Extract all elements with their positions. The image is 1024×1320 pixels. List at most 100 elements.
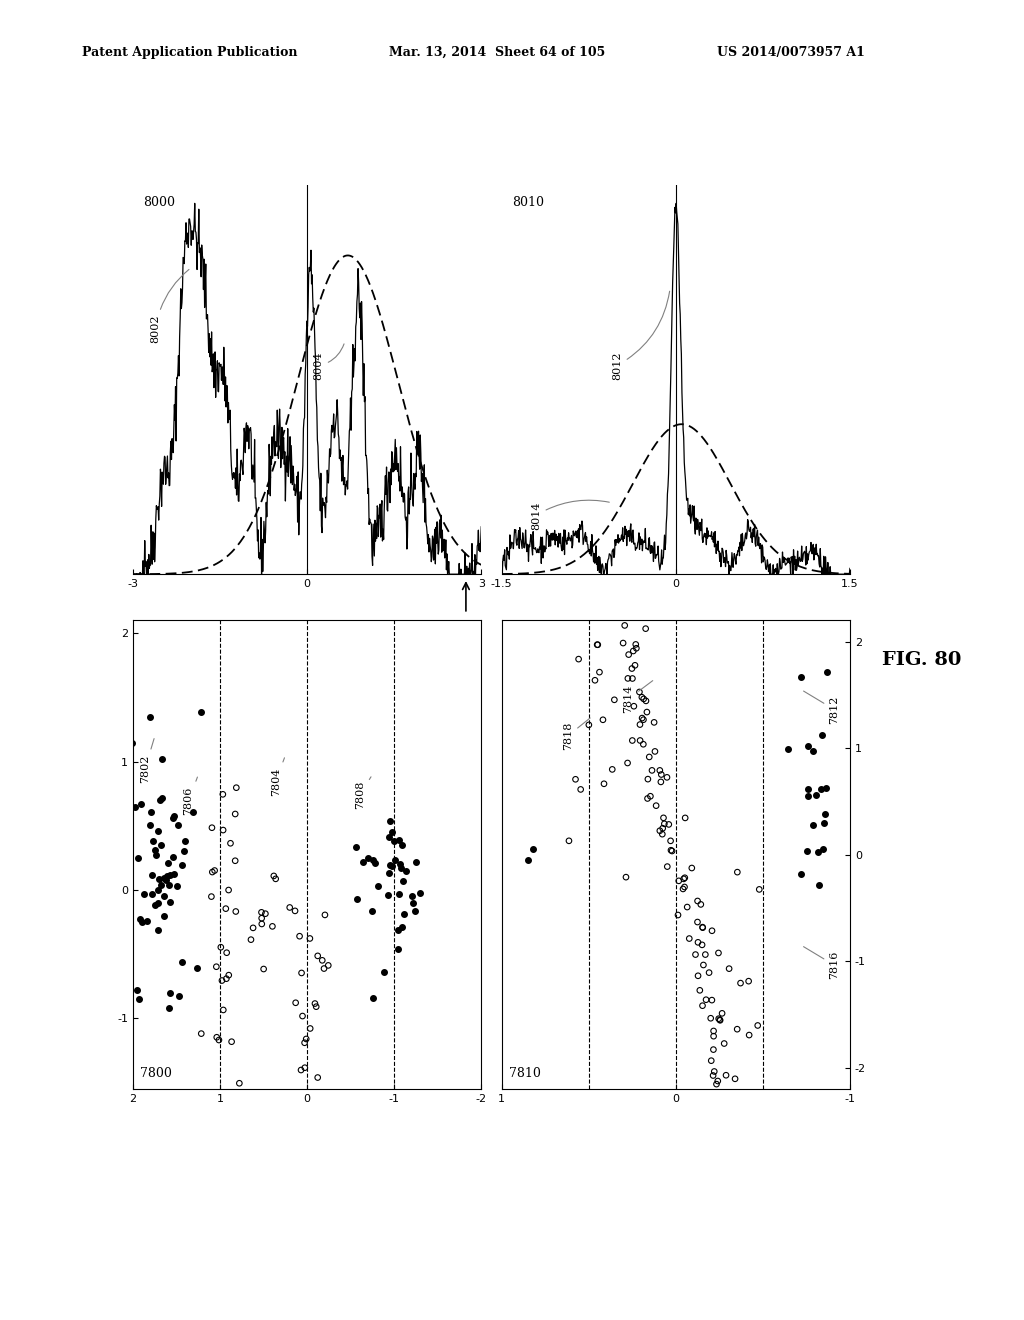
Text: 7810: 7810: [509, 1067, 541, 1080]
Point: [151, 820, 167, 841]
Point: [702, 1007, 719, 1028]
Point: [296, 1032, 312, 1053]
Point: [653, 764, 670, 785]
Point: [658, 767, 675, 788]
Point: [309, 1067, 326, 1088]
Point: [690, 965, 707, 986]
Point: [397, 861, 414, 882]
Point: [617, 867, 634, 888]
Point: [801, 779, 817, 800]
Point: [177, 830, 194, 851]
Point: [298, 1028, 314, 1049]
Point: [384, 821, 400, 842]
Point: [606, 689, 623, 710]
Point: [711, 1008, 727, 1030]
Point: [671, 870, 687, 891]
Point: [364, 900, 380, 921]
Point: [386, 830, 402, 851]
Point: [716, 1034, 732, 1055]
Point: [203, 886, 219, 907]
Point: [634, 686, 650, 708]
Text: 7800: 7800: [140, 1067, 172, 1080]
Point: [390, 919, 407, 940]
Point: [721, 958, 737, 979]
Point: [151, 892, 167, 913]
Point: [656, 813, 673, 834]
Point: [169, 814, 185, 836]
Point: [143, 883, 160, 904]
Point: [215, 820, 231, 841]
Text: 7804: 7804: [270, 758, 285, 796]
Point: [684, 858, 700, 879]
Point: [810, 874, 826, 895]
Point: [253, 902, 269, 923]
Point: [169, 875, 185, 896]
Point: [659, 857, 676, 878]
Point: [620, 668, 636, 689]
Point: [628, 638, 644, 659]
Point: [162, 982, 178, 1003]
Point: [215, 784, 231, 805]
Point: [805, 814, 821, 836]
Point: [681, 928, 697, 949]
Point: [651, 760, 668, 781]
Point: [572, 779, 589, 800]
Point: [348, 888, 365, 909]
Point: [147, 845, 164, 866]
Point: [382, 854, 398, 875]
Point: [160, 853, 176, 874]
Point: [703, 920, 720, 941]
Point: [810, 842, 826, 863]
Point: [139, 911, 156, 932]
Point: [218, 968, 234, 989]
Point: [694, 935, 711, 956]
Point: [694, 917, 711, 939]
Point: [591, 661, 607, 682]
Point: [700, 962, 717, 983]
Point: [703, 1051, 720, 1072]
Point: [153, 836, 169, 857]
Text: 7818: 7818: [563, 718, 590, 750]
Point: [642, 785, 658, 807]
Point: [590, 634, 606, 655]
Point: [729, 1019, 745, 1040]
Text: Mar. 13, 2014  Sheet 64 of 105: Mar. 13, 2014 Sheet 64 of 105: [389, 46, 605, 59]
Point: [677, 808, 693, 829]
Point: [365, 850, 381, 871]
Point: [294, 1006, 310, 1027]
Point: [709, 1073, 725, 1094]
Point: [805, 741, 821, 762]
Point: [750, 1015, 766, 1036]
Text: 8012: 8012: [612, 292, 670, 380]
Point: [162, 891, 178, 912]
Point: [389, 939, 406, 960]
Point: [380, 884, 396, 906]
Point: [215, 999, 231, 1020]
Point: [156, 906, 172, 927]
Point: [677, 867, 693, 888]
Text: 7812: 7812: [804, 692, 839, 723]
Point: [227, 850, 244, 871]
Point: [640, 768, 656, 789]
Point: [150, 920, 166, 941]
Point: [194, 1023, 210, 1044]
Point: [370, 875, 386, 896]
Point: [639, 701, 655, 722]
Point: [632, 714, 648, 735]
Point: [223, 1031, 240, 1052]
Text: FIG. 80: FIG. 80: [882, 651, 962, 669]
Point: [705, 1065, 721, 1086]
Text: 7808: 7808: [355, 776, 371, 809]
Point: [589, 634, 605, 655]
Point: [646, 711, 663, 733]
Point: [819, 661, 836, 682]
Point: [123, 733, 139, 754]
Point: [714, 1003, 730, 1024]
Point: [214, 970, 230, 991]
Point: [360, 847, 377, 869]
Point: [131, 908, 147, 929]
Point: [347, 837, 364, 858]
Point: [218, 898, 234, 919]
Point: [814, 725, 830, 746]
Point: [567, 768, 584, 789]
